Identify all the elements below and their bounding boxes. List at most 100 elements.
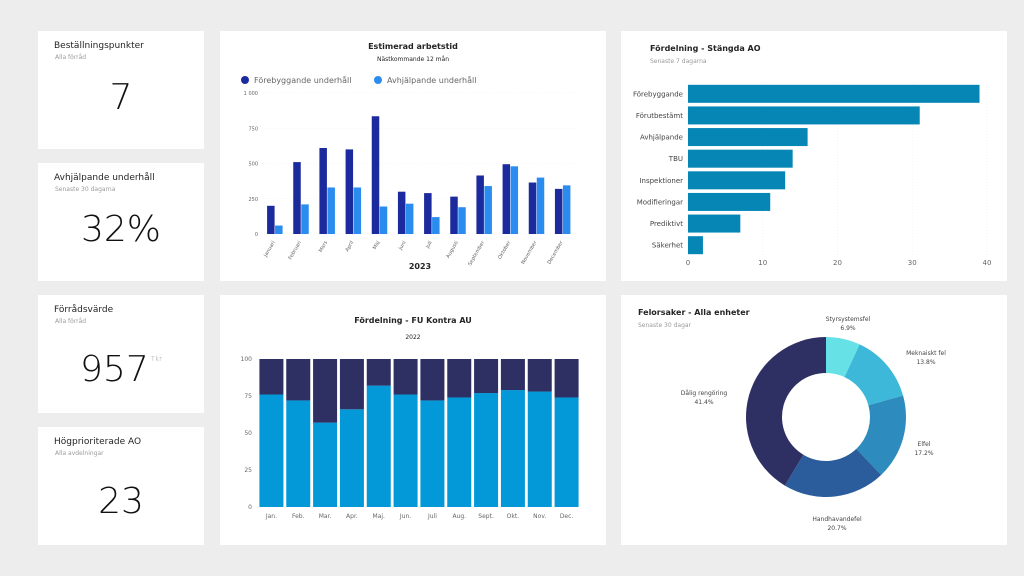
chart-subtitle: Senaste 30 dagar	[638, 322, 692, 329]
legend-label: Avhjälpande underhåll	[387, 75, 476, 85]
kpi-value: 957	[80, 349, 149, 390]
x-tick-label: 0	[686, 259, 690, 267]
slice-label: Handhavandefel	[812, 516, 862, 523]
legend-marker	[241, 76, 249, 84]
x-tick-label: 10	[758, 259, 767, 267]
x-tick-label: Mar.	[319, 513, 332, 520]
y-tick-label: Modifieringar	[637, 198, 683, 206]
bar-segment	[339, 409, 364, 507]
bar	[458, 207, 466, 234]
x-tick-label: Sept.	[478, 513, 494, 520]
x-tick-label: Juni	[397, 240, 407, 252]
bar-segment	[554, 397, 579, 507]
bar	[688, 106, 920, 125]
bar	[397, 191, 406, 234]
y-tick-label: 1 000	[244, 91, 258, 97]
bar-segment	[447, 397, 472, 507]
y-tick-label: 500	[248, 162, 258, 168]
bar-segment	[259, 394, 284, 507]
slice-label: Meknaiskt fel	[906, 350, 946, 357]
bar-segment	[339, 359, 364, 410]
x-tick-label: Okt.	[507, 513, 520, 520]
kpi-value: 32%	[80, 209, 161, 250]
donut-slice	[746, 337, 826, 486]
kpi-value: 23	[98, 481, 144, 522]
bar	[432, 217, 440, 234]
bar	[353, 187, 362, 234]
x-tick-label: Januari	[262, 240, 276, 259]
chart-card-estimerad-arbetstid[interactable]: Estimerad arbetstid Nästkommande 12 mån Fö…	[220, 31, 606, 281]
chart-subtitle: Nästkommande 12 mån	[377, 56, 449, 63]
bar-segment	[313, 422, 338, 507]
slice-percent: 17.2%	[914, 450, 933, 457]
chart-subtitle: 2022	[405, 334, 420, 341]
chart-title: Fördelning - FU Kontra AU	[354, 316, 472, 325]
estimerad-arbetstid-chart: Estimerad arbetstid Nästkommande 12 mån Fö…	[241, 42, 576, 271]
kpi-subtitle: Alla avdelningar	[55, 450, 104, 457]
x-tick-label: Jan.	[265, 513, 277, 520]
chart-card-fu-kontra-au[interactable]: Fördelning - FU Kontra AU 2022 0 25 50 75 100 J…	[220, 295, 606, 545]
bar	[293, 162, 301, 234]
bar	[688, 236, 703, 255]
slice-percent: 41.4%	[694, 399, 713, 406]
bar	[562, 185, 571, 234]
donut-slice	[856, 395, 906, 475]
kpi-subtitle: Alla förråd	[55, 54, 87, 61]
kpi-title: Högprioriterade AO	[54, 437, 142, 447]
felorsaker-chart: Felorsaker - Alla enheter Senaste 30 daga…	[638, 308, 946, 532]
y-tick-label: Prediktivt	[650, 220, 683, 228]
bar-segment	[500, 390, 525, 507]
y-tick-label: 50	[244, 430, 252, 437]
kpi-card-bestallningspunkter[interactable]: Beställningspunkter Alla förråd 7	[38, 31, 204, 149]
bar	[528, 182, 537, 234]
bar	[536, 177, 545, 234]
x-tick-label: Nov.	[533, 513, 546, 520]
x-tick-label: Aug.	[452, 513, 466, 520]
x-tick-label: 30	[908, 259, 917, 267]
kpi-card-hogprioriterade[interactable]: Högprioriterade AO Alla avdelningar 23	[38, 427, 204, 545]
kpi-value-row: 957 Tkr	[38, 349, 204, 390]
x-tick-label: Feb.	[292, 513, 305, 520]
chart-card-felorsaker[interactable]: Felorsaker - Alla enheter Senaste 30 daga…	[621, 295, 1007, 545]
kpi-card-avhjalpande[interactable]: Avhjälpande underhåll Senaste 30 dagarna…	[38, 163, 204, 281]
y-tick-label: Avhjälpande	[640, 134, 683, 142]
bar	[275, 225, 283, 234]
bar-segment	[474, 393, 499, 507]
chart-title: Felorsaker - Alla enheter	[638, 308, 750, 317]
slice-label: Styrsystemsfel	[826, 316, 871, 323]
x-tick-label: Apr.	[346, 513, 358, 520]
bar	[345, 149, 354, 234]
bar-segment	[286, 400, 311, 507]
chart-card-stangda-ao[interactable]: Fördelning - Stängda AO Senaste 7 dagarna…	[621, 31, 1007, 281]
kpi-card-forradsvarde[interactable]: Förrådsvärde Alla förråd 957 Tkr	[38, 295, 204, 413]
x-tick-label: Juli	[427, 513, 437, 520]
bar	[476, 175, 484, 234]
y-tick-label: TBU	[668, 155, 683, 163]
x-tick-label: December	[546, 239, 565, 265]
bar-segment	[286, 359, 311, 401]
bar	[371, 116, 380, 234]
bar-segment	[313, 359, 338, 423]
bar-segment	[259, 359, 284, 395]
y-tick-label: 250	[248, 197, 258, 203]
bar	[688, 128, 808, 147]
y-tick-label: 0	[248, 504, 252, 511]
x-tick-label: Februari	[287, 240, 302, 261]
x-tick-label: November	[520, 239, 539, 265]
x-tick-label: September	[467, 239, 486, 267]
kpi-subtitle: Alla förråd	[55, 318, 87, 325]
kpi-title: Förrådsvärde	[54, 305, 114, 315]
bar	[327, 187, 335, 234]
bar	[688, 149, 793, 168]
x-tick-label: 20	[833, 259, 842, 267]
bar-segment	[393, 394, 418, 507]
chart-title: Fördelning - Stängda AO	[650, 44, 761, 53]
bar	[554, 188, 563, 234]
slice-label: Dålig rengöring	[681, 390, 728, 397]
kpi-title: Avhjälpande underhåll	[54, 173, 155, 183]
bar	[688, 214, 741, 233]
bar-segment	[366, 359, 391, 386]
kpi-title: Beställningspunkter	[54, 41, 144, 51]
legend-marker	[374, 76, 382, 84]
chart-subtitle: Senaste 7 dagarna	[650, 58, 707, 65]
